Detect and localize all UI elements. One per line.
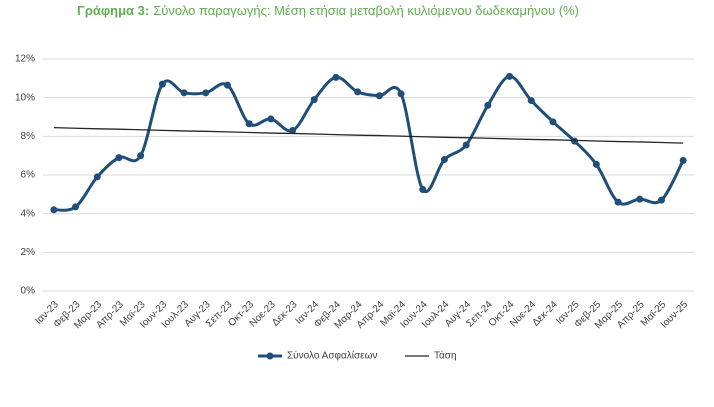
marker xyxy=(397,90,405,98)
y-tick-label: 8% xyxy=(21,131,36,142)
series-line xyxy=(53,74,685,212)
marker xyxy=(310,96,318,104)
marker xyxy=(50,206,58,214)
title-text: Σύνολο παραγωγής: Μέση ετήσια μεταβολή κ… xyxy=(153,3,579,18)
marker xyxy=(115,154,123,162)
marker xyxy=(180,89,188,97)
marker xyxy=(93,173,101,181)
marker xyxy=(571,137,579,145)
title-label: Γράφημα 3: xyxy=(77,3,149,18)
marker xyxy=(223,81,231,89)
marker xyxy=(289,127,297,135)
y-tick-label: 6% xyxy=(21,170,36,181)
marker xyxy=(657,196,665,204)
marker xyxy=(354,88,362,96)
marker xyxy=(419,186,427,193)
trend-line xyxy=(53,126,684,144)
marker xyxy=(375,92,383,100)
marker xyxy=(245,120,253,128)
marker xyxy=(636,195,644,203)
marker xyxy=(72,203,80,211)
marker xyxy=(267,115,275,123)
y-tick-label: 12% xyxy=(15,54,35,65)
marker xyxy=(484,101,492,109)
legend-marker xyxy=(266,352,274,360)
marker xyxy=(202,89,210,97)
marker xyxy=(506,72,514,80)
marker xyxy=(158,80,166,88)
marker xyxy=(679,157,687,164)
marker xyxy=(332,73,340,81)
legend-label: Σύνολο Ασφαλίσεων xyxy=(287,350,377,362)
chart-title: Γράφημα 3: Σύνολο παραγωγής: Μέση ετήσια … xyxy=(77,3,579,18)
x-tick-label: Δεκ-23 xyxy=(270,299,300,329)
marker xyxy=(527,97,535,105)
y-tick-label: 0% xyxy=(21,286,36,297)
y-tick-label: 10% xyxy=(15,92,35,103)
marker xyxy=(462,141,470,149)
marker xyxy=(137,152,145,160)
x-tick-label: Δεκ-24 xyxy=(531,299,561,329)
marker xyxy=(592,160,600,168)
legend-label: Τάση xyxy=(434,350,457,362)
y-tick-label: 2% xyxy=(21,247,36,258)
marker xyxy=(440,156,448,164)
marker xyxy=(614,198,622,206)
marker xyxy=(549,118,557,126)
y-tick-label: 4% xyxy=(21,208,36,219)
